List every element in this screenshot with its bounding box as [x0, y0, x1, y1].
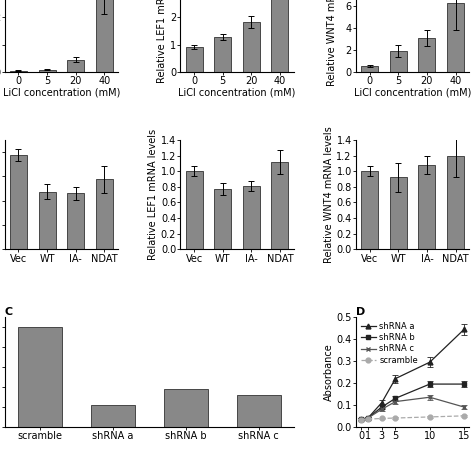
- X-axis label: LiCl concentration (mM): LiCl concentration (mM): [3, 88, 120, 98]
- Bar: [271, 162, 289, 250]
- Bar: [38, 192, 55, 250]
- Bar: [214, 189, 231, 250]
- Bar: [185, 47, 203, 72]
- Bar: [447, 3, 464, 72]
- Bar: [361, 171, 378, 250]
- Bar: [185, 171, 203, 250]
- Bar: [243, 186, 260, 250]
- Y-axis label: Relative WNT4 mRNA levels: Relative WNT4 mRNA levels: [324, 126, 334, 263]
- Bar: [361, 66, 378, 72]
- Bar: [419, 38, 436, 72]
- Text: C: C: [5, 307, 13, 317]
- Bar: [91, 405, 135, 427]
- Bar: [214, 37, 231, 72]
- Bar: [67, 60, 84, 72]
- Bar: [390, 51, 407, 72]
- Legend: shRNA a, shRNA b, shRNA c, scramble: shRNA a, shRNA b, shRNA c, scramble: [360, 321, 419, 365]
- Bar: [18, 327, 62, 427]
- Bar: [447, 156, 464, 250]
- Bar: [164, 389, 208, 427]
- Bar: [419, 165, 436, 250]
- Bar: [67, 193, 84, 250]
- Y-axis label: Absorbance: Absorbance: [324, 343, 334, 401]
- Y-axis label: Relative WNT4 mRNA levels: Relative WNT4 mRNA levels: [327, 0, 337, 86]
- Bar: [10, 71, 27, 72]
- Bar: [96, 180, 113, 250]
- Text: D: D: [356, 307, 365, 317]
- Y-axis label: Relative LEF1 mRNA levels: Relative LEF1 mRNA levels: [148, 129, 158, 260]
- Bar: [390, 177, 407, 250]
- Bar: [96, 0, 113, 72]
- Y-axis label: Relative LEF1 mRNA levels: Relative LEF1 mRNA levels: [157, 0, 167, 83]
- X-axis label: LiCl concentration (mM): LiCl concentration (mM): [354, 88, 471, 98]
- Bar: [271, 0, 289, 72]
- Bar: [38, 70, 55, 72]
- Bar: [237, 395, 281, 427]
- Bar: [243, 22, 260, 72]
- Bar: [10, 155, 27, 250]
- X-axis label: LiCl concentration (mM): LiCl concentration (mM): [178, 88, 296, 98]
